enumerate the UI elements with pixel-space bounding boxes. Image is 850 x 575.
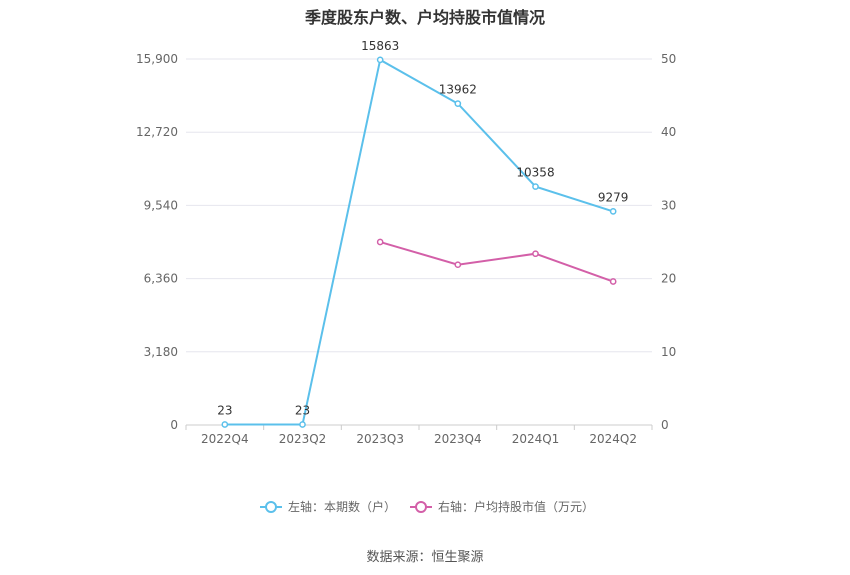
data-point: [299, 421, 306, 428]
left-axis-tick: 0: [170, 418, 178, 432]
data-label: 23: [295, 403, 310, 417]
left-axis-tick: 15,900: [136, 52, 178, 66]
legend-marker: [265, 501, 277, 513]
data-point: [221, 421, 229, 428]
data-point: [454, 261, 462, 269]
data-point: [532, 183, 539, 190]
left-axis-tick: 3,180: [144, 345, 178, 359]
data-label: 15863: [361, 39, 399, 53]
data-point: [532, 250, 539, 258]
data-label: 23: [217, 403, 232, 417]
left-axis-tick: 9,540: [144, 198, 178, 212]
left-axis-tick: 6,360: [144, 272, 178, 286]
series-line: [379, 241, 614, 283]
x-axis-tick: 2023Q4: [434, 432, 482, 446]
right-axis-tick: 0: [661, 418, 669, 432]
x-axis-tick: 2024Q2: [589, 432, 637, 446]
right-axis-tick: 10: [661, 345, 676, 359]
right-axis-tick: 40: [661, 125, 676, 139]
data-label: 13962: [439, 83, 477, 97]
data-point: [454, 100, 462, 107]
data-point: [609, 278, 617, 285]
right-axis-tick: 30: [661, 198, 676, 212]
chart-title: 季度股东户数、户均持股市值情况: [304, 8, 545, 27]
legend-marker: [415, 501, 427, 513]
x-axis-tick: 2023Q3: [356, 432, 404, 446]
legend-label: 右轴：户均持股市值（万元）: [438, 499, 594, 514]
data-source: 数据来源：恒生聚源: [366, 550, 484, 565]
x-axis-tick: 2022Q4: [201, 432, 249, 446]
left-axis-tick: 12,720: [136, 125, 178, 139]
data-label: 9279: [598, 190, 629, 204]
data-point: [376, 56, 384, 64]
x-axis-tick: 2024Q1: [512, 432, 560, 446]
right-axis-tick: 20: [661, 272, 676, 286]
data-point: [376, 238, 384, 246]
data-label: 10358: [516, 166, 554, 180]
x-axis-tick: 2023Q2: [279, 432, 327, 446]
data-point: [609, 208, 617, 215]
series-line: [224, 58, 614, 426]
legend-label: 左轴：本期数（户）: [288, 499, 396, 514]
right-axis-tick: 50: [661, 52, 676, 66]
